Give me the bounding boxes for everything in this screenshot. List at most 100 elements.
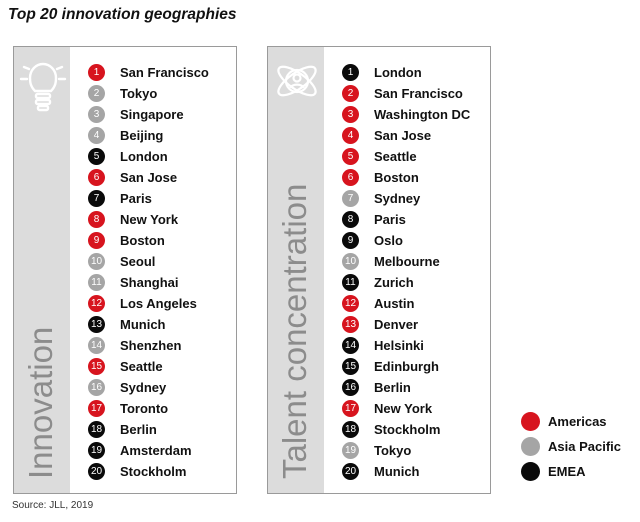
- city-name: Singapore: [120, 107, 184, 122]
- rank-badge: 13: [342, 316, 359, 333]
- city-name: Shanghai: [120, 275, 179, 290]
- city-name: Edinburgh: [374, 359, 439, 374]
- city-name: Oslo: [374, 233, 403, 248]
- city-name: Seattle: [120, 359, 163, 374]
- rank-badge: 9: [88, 232, 105, 249]
- rank-badge: 2: [342, 85, 359, 102]
- city-name: London: [120, 149, 168, 164]
- city-name: New York: [120, 212, 179, 227]
- city-name: Helsinki: [374, 338, 424, 353]
- list-item: 20 Stockholm: [88, 461, 209, 482]
- city-name: Stockholm: [374, 422, 441, 437]
- innovation-side-strip: Innovation: [14, 47, 70, 493]
- list-item: 18 Berlin: [88, 419, 209, 440]
- city-name: London: [374, 65, 422, 80]
- city-name: San Francisco: [374, 86, 463, 101]
- legend-swatch: [521, 437, 540, 456]
- rank-badge: 6: [88, 169, 105, 186]
- legend-label: EMEA: [548, 464, 586, 479]
- list-item: 14 Helsinki: [342, 335, 470, 356]
- list-item: 16 Berlin: [342, 377, 470, 398]
- city-name: Stockholm: [120, 464, 187, 479]
- legend-item: Americas: [521, 409, 621, 434]
- city-name: Berlin: [374, 380, 411, 395]
- chart-title: Top 20 innovation geographies: [8, 6, 237, 23]
- rank-badge: 2: [88, 85, 105, 102]
- city-name: San Jose: [374, 128, 432, 143]
- list-item: 10 Seoul: [88, 251, 209, 272]
- city-name: Munich: [120, 317, 166, 332]
- list-item: 15 Edinburgh: [342, 356, 470, 377]
- list-item: 15 Seattle: [88, 356, 209, 377]
- city-name: Sydney: [374, 191, 421, 206]
- rank-badge: 11: [88, 274, 105, 291]
- innovation-panel: Innovation 1 San Francisco 2 Tokyo 3 Singapor…: [13, 46, 237, 494]
- legend-label: Asia Pacific: [548, 439, 621, 454]
- list-item: 19 Tokyo: [342, 440, 470, 461]
- list-item: 13 Denver: [342, 314, 470, 335]
- list-item: 4 Beijing: [88, 125, 209, 146]
- innovation-list: 1 San Francisco 2 Tokyo 3 Singapore 4 Beijing 5 L…: [88, 62, 209, 482]
- list-item: 6 Boston: [342, 167, 470, 188]
- list-item: 18 Stockholm: [342, 419, 470, 440]
- city-name: Boston: [374, 170, 419, 185]
- legend-item: EMEA: [521, 459, 621, 484]
- city-name: Toronto: [120, 401, 169, 416]
- talent-panel: Talent concentration 1 London 2 San Francis…: [267, 46, 491, 494]
- rank-badge: 18: [342, 421, 359, 438]
- legend-swatch: [521, 462, 540, 481]
- list-item: 2 San Francisco: [342, 83, 470, 104]
- city-name: Paris: [374, 212, 406, 227]
- city-name: Denver: [374, 317, 419, 332]
- talent-list: 1 London 2 San Francisco 3 Washington DC 4 San …: [342, 62, 470, 482]
- city-name: Paris: [120, 191, 152, 206]
- city-name: Boston: [120, 233, 165, 248]
- rank-badge: 17: [88, 400, 105, 417]
- rank-badge: 15: [88, 358, 105, 375]
- city-name: Washington DC: [374, 107, 471, 122]
- list-item: 8 New York: [88, 209, 209, 230]
- city-name: Los Angeles: [120, 296, 197, 311]
- city-name: San Jose: [120, 170, 178, 185]
- rank-badge: 12: [88, 295, 105, 312]
- list-item: 4 San Jose: [342, 125, 470, 146]
- rank-badge: 1: [88, 64, 105, 81]
- rank-badge: 19: [88, 442, 105, 459]
- lightbulb-icon: [18, 51, 68, 113]
- rank-badge: 8: [88, 211, 105, 228]
- city-name: Tokyo: [374, 443, 412, 458]
- city-name: Seattle: [374, 149, 417, 164]
- rank-badge: 13: [88, 316, 105, 333]
- list-item: 3 Washington DC: [342, 104, 470, 125]
- legend-item: Asia Pacific: [521, 434, 621, 459]
- list-item: 9 Oslo: [342, 230, 470, 251]
- rank-badge: 4: [342, 127, 359, 144]
- list-item: 20 Munich: [342, 461, 470, 482]
- rank-badge: 18: [88, 421, 105, 438]
- rank-badge: 6: [342, 169, 359, 186]
- rank-badge: 16: [342, 379, 359, 396]
- city-name: Tokyo: [120, 86, 158, 101]
- city-name: San Francisco: [120, 65, 209, 80]
- rank-badge: 10: [88, 253, 105, 270]
- list-item: 5 London: [88, 146, 209, 167]
- source-note: Source: JLL, 2019: [12, 500, 94, 511]
- talent-label: Talent concentration: [276, 183, 313, 479]
- city-name: Amsterdam: [120, 443, 192, 458]
- list-item: 6 San Jose: [88, 167, 209, 188]
- list-item: 12 Los Angeles: [88, 293, 209, 314]
- list-item: 7 Sydney: [342, 188, 470, 209]
- city-name: New York: [374, 401, 433, 416]
- rank-badge: 3: [88, 106, 105, 123]
- rank-badge: 19: [342, 442, 359, 459]
- city-name: Austin: [374, 296, 415, 311]
- list-item: 14 Shenzhen: [88, 335, 209, 356]
- list-item: 11 Shanghai: [88, 272, 209, 293]
- rank-badge: 15: [342, 358, 359, 375]
- list-item: 12 Austin: [342, 293, 470, 314]
- list-item: 11 Zurich: [342, 272, 470, 293]
- rank-badge: 17: [342, 400, 359, 417]
- legend-label: Americas: [548, 414, 607, 429]
- rank-badge: 1: [342, 64, 359, 81]
- list-item: 19 Amsterdam: [88, 440, 209, 461]
